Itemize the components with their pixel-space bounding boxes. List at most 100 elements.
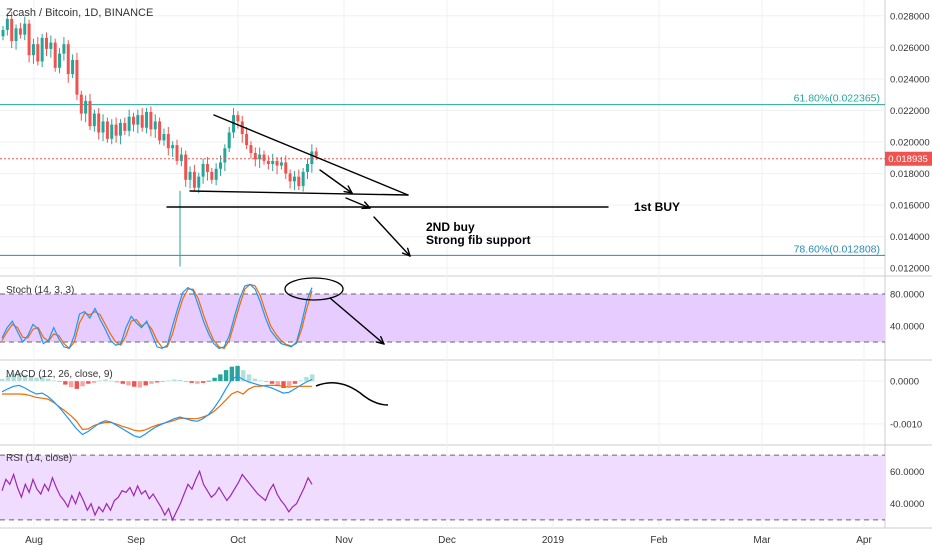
macd-histogram-bar [34, 377, 39, 382]
candle-body [18, 28, 22, 35]
candle-body [262, 154, 266, 161]
candle-body [5, 18, 9, 30]
candle-body [49, 42, 53, 49]
macd-histogram-bar [57, 381, 62, 383]
macd-histogram-bar [298, 380, 303, 382]
macd-histogram-bar [22, 374, 28, 382]
x-tick-label: Dec [438, 535, 456, 546]
candle-body [214, 168, 218, 180]
indicator-band-fill [0, 294, 885, 342]
fib-level-label: 61.80%(0.022365) [794, 93, 880, 105]
candle-body [236, 115, 240, 122]
candle-body [27, 23, 31, 56]
macd-histogram-bar [120, 381, 125, 384]
macd-histogram-bar [91, 381, 97, 383]
candle-body [227, 132, 231, 149]
candle-body [71, 59, 75, 75]
macd-histogram-bar [74, 381, 80, 389]
macd-histogram-bar [51, 380, 57, 382]
candle-body [253, 152, 257, 160]
x-tick-label: Mar [753, 535, 771, 546]
y-tick-label: 40.0000 [890, 499, 924, 510]
x-tick-label: 2019 [542, 535, 565, 546]
macd-histogram-bar [212, 377, 217, 382]
macd-projection-curve [315, 382, 389, 406]
stoch-down-arrow-head [380, 335, 385, 345]
candle-body [245, 134, 249, 146]
macd-histogram-bar [45, 378, 51, 382]
fib-target-arrow [373, 216, 411, 257]
candle-body [249, 145, 253, 153]
candle-body [123, 123, 127, 131]
y-tick-label: 0.024000 [890, 74, 930, 85]
macd-histogram-bar [143, 381, 148, 386]
stoch-title: Stoch (14, 3, 3) [6, 285, 75, 296]
candle-body [284, 162, 288, 174]
candle-body [192, 171, 196, 188]
macd-histogram-bar [287, 381, 292, 387]
triangle-upper-trendline [213, 114, 409, 196]
fib-target-arrow-head [401, 252, 411, 257]
candle-body [40, 37, 44, 62]
candle-body [36, 44, 40, 62]
macd-histogram-bar [132, 381, 137, 387]
candle-body [14, 28, 18, 42]
y-tick-label: 60.0000 [890, 467, 924, 478]
candle-body [31, 44, 35, 56]
chart-title: Zcash / Bitcoin, 1D, BINANCE [6, 7, 154, 19]
macd-histogram-bar [109, 380, 114, 382]
macd-histogram-bar [63, 381, 68, 385]
x-tick-label: Sep [127, 535, 145, 546]
breakout-arrow [319, 169, 353, 194]
x-tick-label: Aug [25, 535, 43, 546]
macd-histogram-bar [80, 381, 85, 387]
candle-body [132, 116, 135, 125]
candle-body [158, 121, 162, 141]
candle-body [240, 121, 244, 135]
candle-body [153, 121, 157, 130]
candle-body [145, 111, 149, 128]
candle-body [23, 23, 27, 35]
candle-body [219, 162, 222, 169]
macd-histogram-bar [200, 381, 206, 383]
macd-histogram-bar [40, 376, 45, 382]
stoch-circle-annotation [284, 277, 344, 301]
macd-histogram-bar [252, 378, 257, 382]
y-tick-label: 0.012000 [890, 264, 930, 275]
current-price-label: 0.018935 [888, 154, 928, 165]
y-tick-label: 0.026000 [890, 43, 930, 54]
x-tick-label: Feb [650, 535, 668, 546]
y-tick-label: 0.016000 [890, 201, 930, 212]
indicator-band-fill [0, 455, 885, 520]
macd-histogram-bar [183, 381, 189, 382]
candle-body [188, 171, 192, 180]
candle-body [197, 176, 201, 188]
macd-histogram-bar [97, 380, 102, 382]
candle-body [149, 111, 153, 130]
macd-histogram-bar [223, 370, 229, 382]
macd-histogram-bar [137, 381, 143, 388]
candle-body [140, 115, 144, 128]
macd-histogram-bar [292, 381, 298, 384]
macd-histogram-bar [149, 381, 154, 384]
macd-histogram-bar [68, 381, 74, 388]
macd-histogram-bar [258, 380, 263, 382]
y-tick-label: 0.0000 [890, 377, 919, 388]
y-tick-label: -0.0010 [890, 419, 922, 430]
fib-support-annotation: Strong fib support [426, 233, 531, 247]
rsi-title: RSI (14, close) [6, 453, 73, 464]
candle-body [179, 154, 183, 161]
candle-body [175, 145, 179, 161]
macd-histogram-bar [172, 379, 177, 382]
y-tick-label: 40.0000 [890, 322, 924, 333]
stoch-d-line [1, 283, 313, 350]
candle-body [45, 37, 48, 49]
breakout-arrow-head [343, 190, 353, 194]
macd-histogram-bar [189, 381, 194, 383]
macd-histogram-bar [206, 380, 212, 382]
candle-body [88, 100, 92, 127]
candle-body [110, 124, 114, 139]
macd-histogram-bar [126, 381, 131, 386]
macd-title: MACD (12, 26, close, 9) [6, 369, 113, 380]
